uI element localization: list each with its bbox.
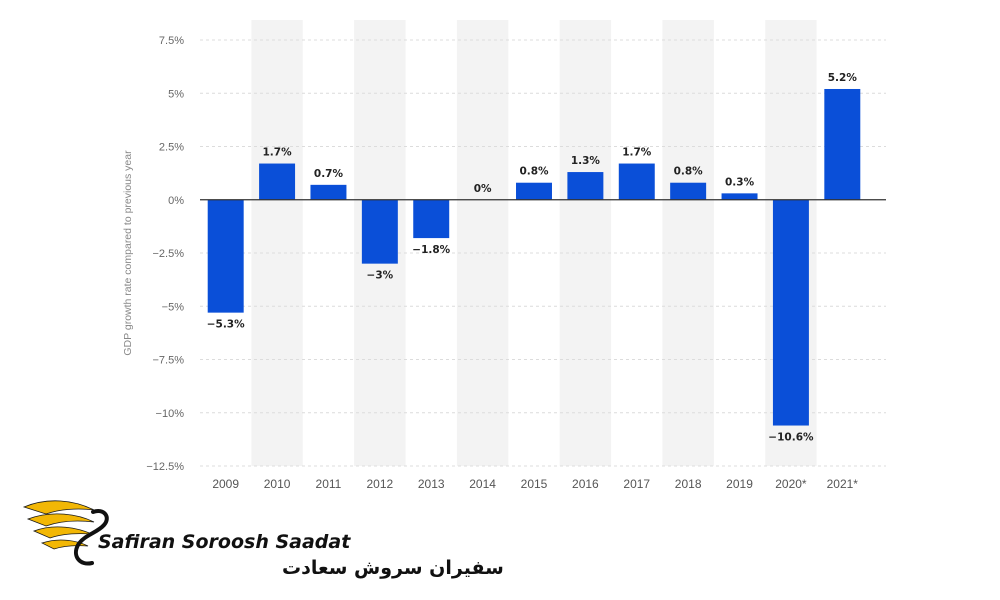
x-axis-labels: 2009 2010 2011 2012 2013 2014 2015 2016 2017 2018…	[212, 477, 858, 491]
y-tick-label: 2.5%	[159, 142, 184, 154]
y-tick-label: 0%	[168, 195, 184, 207]
x-tick-label: 2015	[521, 477, 548, 491]
bar	[567, 172, 604, 200]
x-tick-label: 2013	[418, 477, 445, 491]
bar	[516, 182, 552, 200]
x-tick-label: 2010	[264, 477, 291, 491]
y-tick-label: 7.5%	[159, 35, 184, 47]
x-tick-label: 2016	[572, 477, 599, 491]
alternating-bands	[251, 20, 817, 466]
x-tick-label: 2009	[212, 477, 239, 491]
x-tick-label: 2021*	[827, 477, 859, 491]
data-label: 0.8%	[674, 166, 704, 178]
bar	[207, 199, 244, 313]
x-tick-label: 2020*	[775, 477, 807, 491]
data-label: −3%	[367, 270, 394, 282]
x-tick-label: 2014	[469, 477, 496, 491]
x-tick-label: 2017	[623, 477, 650, 491]
background-band	[251, 20, 303, 466]
phoenix-wing-icon	[22, 500, 95, 550]
brand-logo: Safiran Soroosh Saadat سفیران سروش سعادت	[22, 500, 504, 579]
bar-series	[207, 88, 861, 426]
y-axis-title: GDP growth rate compared to previous yea…	[122, 150, 134, 356]
data-labels: −5.3% 1.7% 0.7% −3% −1.8% 0% 0.8% 1.3% 1.7% 0.8% 0…	[207, 72, 858, 444]
gridlines	[200, 39, 886, 467]
data-label: 0%	[474, 183, 492, 195]
x-tick-label: 2011	[316, 477, 342, 491]
phoenix-body-icon	[73, 509, 109, 566]
bar	[259, 163, 296, 200]
y-axis-ticks: 7.5% 5% 2.5% 0% −2.5% −5% −7.5% −10% −12.5%	[146, 35, 184, 473]
data-label: 1.7%	[622, 147, 652, 159]
brand-name-latin: Safiran Soroosh Saadat	[98, 531, 351, 553]
bar	[772, 199, 809, 426]
data-label: 0.8%	[519, 166, 549, 178]
y-tick-label: −2.5%	[153, 248, 185, 260]
data-label: −5.3%	[207, 319, 245, 331]
data-label: −1.8%	[412, 244, 450, 256]
data-label: 0.7%	[314, 168, 344, 180]
y-tick-label: −12.5%	[146, 461, 184, 473]
x-tick-label: 2018	[675, 477, 702, 491]
y-tick-label: 5%	[168, 88, 184, 100]
bar	[670, 182, 707, 200]
background-band	[662, 20, 714, 466]
background-band	[456, 20, 509, 466]
x-tick-label: 2019	[726, 477, 753, 491]
data-label: −10.6%	[768, 432, 814, 444]
data-label: 0.3%	[725, 176, 755, 188]
data-label: 5.2%	[828, 72, 858, 84]
bar	[618, 163, 655, 200]
bar	[413, 199, 450, 239]
bar	[361, 199, 398, 264]
bar	[824, 88, 861, 200]
bar	[310, 184, 347, 200]
brand-name-persian: سفیران سروش سعادت	[282, 557, 504, 579]
y-tick-label: −10%	[156, 408, 185, 420]
y-tick-label: −5%	[162, 301, 185, 313]
bar	[721, 193, 758, 200]
background-band	[559, 20, 612, 466]
data-label: 1.3%	[571, 155, 601, 167]
y-tick-label: −7.5%	[153, 355, 185, 367]
data-label: 1.7%	[263, 147, 293, 159]
x-tick-label: 2012	[366, 477, 393, 491]
